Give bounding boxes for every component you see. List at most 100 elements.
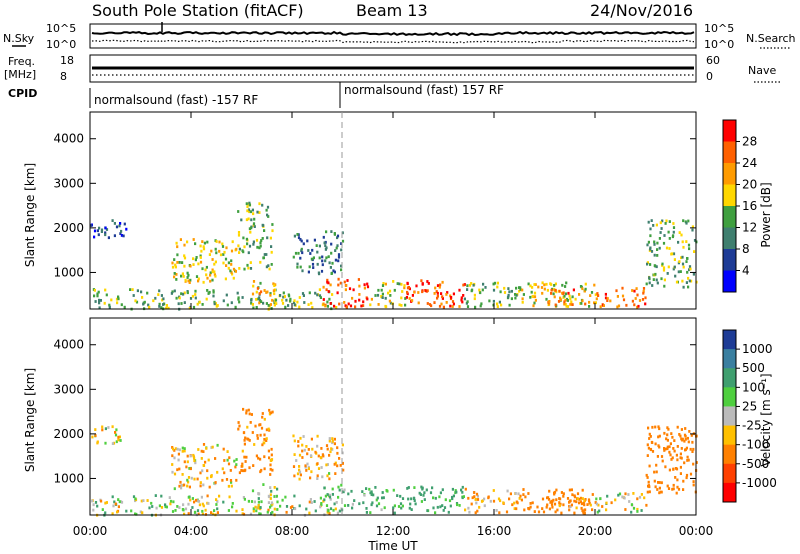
data-cell — [230, 259, 233, 263]
data-cell — [433, 292, 436, 295]
data-cell — [267, 508, 270, 512]
data-cell — [679, 434, 682, 438]
data-cell — [407, 286, 410, 289]
data-cell — [172, 447, 175, 451]
data-cell — [610, 501, 613, 505]
data-cell — [325, 444, 329, 447]
data-cell — [271, 468, 274, 472]
data-cell — [401, 290, 404, 293]
data-cell — [201, 267, 204, 271]
data-cell — [175, 296, 178, 300]
data-cell — [192, 257, 195, 261]
data-cell — [636, 497, 639, 501]
data-cell — [548, 489, 551, 493]
data-cell — [534, 298, 537, 302]
data-cell — [498, 300, 501, 304]
data-cell — [180, 292, 183, 296]
data-cell — [206, 476, 209, 480]
data-cell — [447, 510, 450, 514]
data-cell — [321, 475, 324, 479]
data-cell — [269, 473, 272, 476]
data-cell — [604, 296, 608, 300]
data-cell — [660, 227, 663, 230]
data-cell — [342, 490, 345, 494]
data-cell — [243, 497, 246, 501]
data-cell — [178, 484, 181, 488]
data-cell — [594, 301, 597, 305]
data-cell — [646, 443, 649, 447]
data-cell — [307, 448, 310, 451]
data-cell — [238, 247, 241, 251]
data-cell — [651, 450, 655, 453]
data-cell — [573, 494, 576, 498]
data-cell — [129, 288, 132, 291]
data-cell — [207, 502, 210, 505]
data-cell — [646, 261, 649, 264]
data-cell — [189, 498, 192, 502]
data-cell — [270, 459, 273, 462]
data-cell — [621, 286, 624, 290]
data-cell — [515, 507, 518, 511]
data-cell — [224, 277, 227, 281]
data-cell — [462, 495, 465, 498]
freq-strip-frame — [89, 54, 697, 83]
data-cell — [134, 512, 137, 516]
data-cell — [293, 453, 296, 456]
data-cell — [274, 298, 278, 302]
data-cell — [100, 499, 103, 503]
data-cell — [272, 289, 275, 293]
data-cell — [670, 432, 673, 435]
data-cell — [647, 220, 650, 224]
data-cell — [235, 247, 238, 251]
data-cell — [666, 438, 669, 442]
colorbar-swatch — [723, 227, 736, 250]
data-cell — [176, 505, 179, 508]
data-cell — [218, 240, 221, 244]
data-cell — [687, 285, 690, 289]
data-cell — [198, 300, 201, 304]
data-cell — [301, 269, 304, 273]
data-cell — [339, 281, 342, 285]
data-cell — [174, 263, 177, 267]
data-cell — [464, 508, 467, 512]
data-cell — [582, 511, 585, 515]
data-cell — [209, 279, 212, 283]
data-cell — [331, 261, 334, 265]
data-cell — [596, 510, 599, 514]
data-cell — [202, 443, 206, 446]
nsearch-tick-bottom: 10^0 — [704, 38, 734, 51]
data-cell — [452, 292, 455, 296]
data-cell — [269, 236, 272, 240]
data-cell — [393, 504, 396, 508]
data-cell — [383, 506, 386, 510]
data-cell — [439, 491, 442, 495]
data-cell — [653, 479, 656, 483]
data-cell — [146, 499, 149, 502]
data-cell — [180, 302, 183, 305]
data-cell — [219, 253, 223, 257]
data-cell — [299, 256, 302, 260]
data-cell — [276, 487, 279, 491]
data-cell — [558, 289, 561, 293]
data-cell — [252, 507, 255, 511]
data-cell — [441, 280, 444, 284]
data-cell — [238, 267, 241, 270]
data-cell — [691, 440, 694, 444]
data-cell — [518, 497, 521, 500]
data-cell — [570, 503, 573, 507]
data-cell — [587, 498, 591, 502]
data-cell — [263, 467, 266, 471]
data-cell — [568, 504, 571, 508]
data-cell — [328, 261, 331, 265]
power-data-layer — [90, 201, 698, 311]
data-cell — [171, 510, 175, 513]
data-cell — [199, 484, 202, 488]
data-cell — [178, 448, 181, 452]
data-cell — [602, 304, 605, 307]
data-cell — [118, 435, 121, 439]
colorbar-tick-label: 16 — [742, 199, 757, 213]
data-cell — [183, 264, 186, 268]
data-cell — [169, 499, 173, 503]
data-cell — [553, 502, 557, 506]
data-cell — [406, 487, 409, 490]
